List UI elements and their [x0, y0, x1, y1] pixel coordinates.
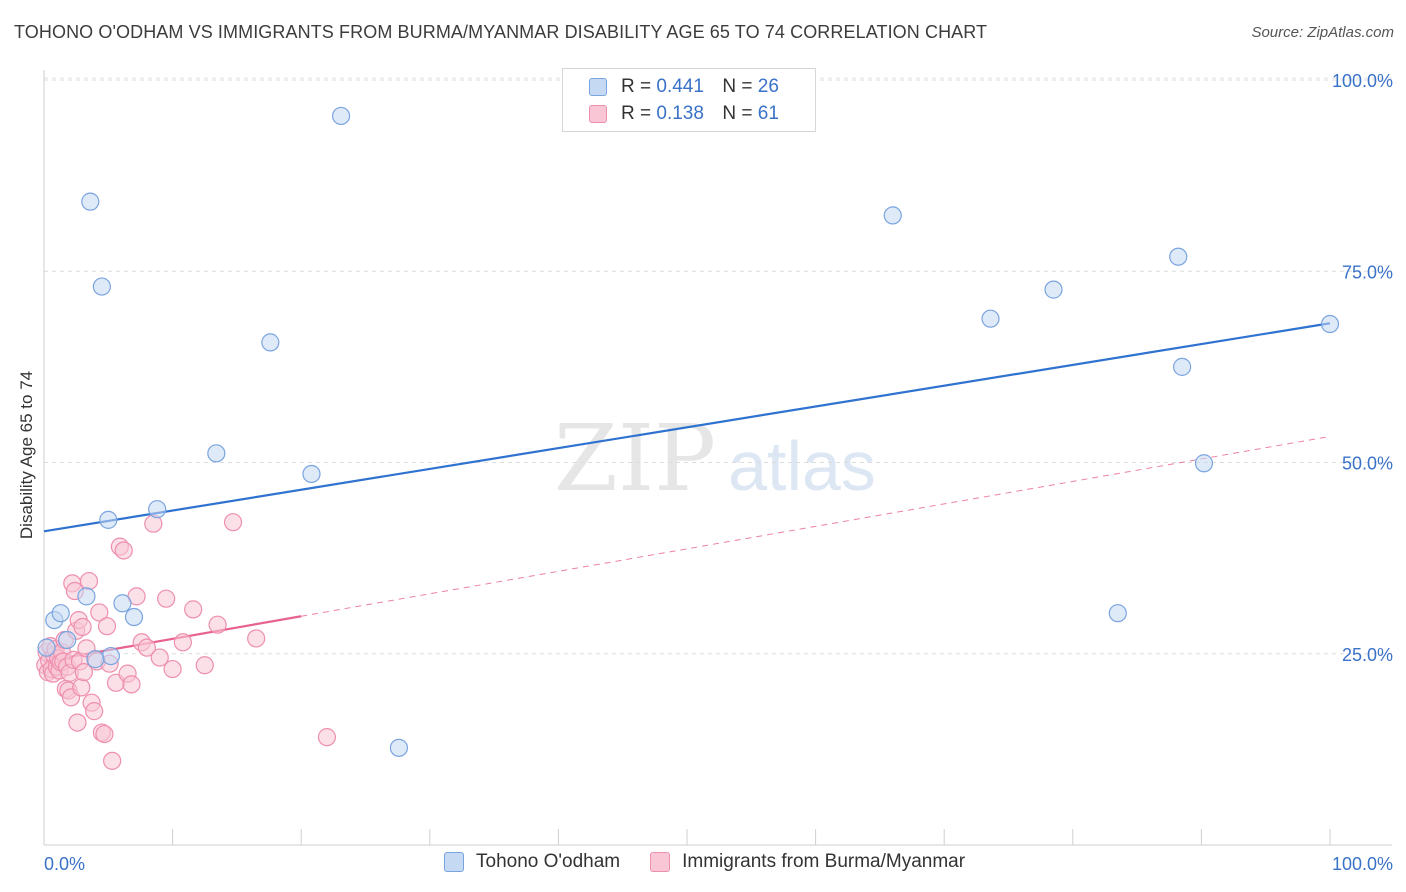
point-tohono [58, 630, 77, 650]
legend-r-value-burma: 0.138 [656, 103, 704, 124]
point-tohono [1169, 247, 1188, 266]
y-tick-label: 75.0% [1342, 262, 1393, 282]
point-tohono [1194, 454, 1214, 473]
point-tohono [261, 333, 280, 352]
watermark-atlas: atlas [728, 427, 876, 505]
point-burma [90, 603, 109, 622]
point-burma [317, 728, 337, 747]
legend-row-tohono: R = 0.441 N = 26 [589, 75, 779, 99]
point-burma [247, 629, 266, 648]
x-tick-label: 100.0% [1332, 854, 1393, 874]
point-tohono [981, 309, 1000, 328]
bottom-legend-label-tohono: Tohono O'odham [476, 851, 621, 872]
legend-row-burma: R = 0.138 N = 61 [589, 102, 779, 126]
x-tick-label: 0.0% [44, 854, 85, 874]
legend-n-value-burma: 61 [757, 103, 779, 124]
point-tohono [389, 738, 409, 757]
point-burma [73, 617, 92, 637]
point-tohono [1320, 314, 1340, 334]
point-tohono [1108, 604, 1127, 623]
point-tohono [37, 638, 56, 657]
point-burma [85, 702, 104, 721]
point-tohono [148, 500, 167, 519]
bottom-legend-label-burma: Immigrants from Burma/Myanmar [682, 851, 966, 872]
point-tohono [101, 646, 120, 666]
point-tohono [1173, 357, 1192, 376]
point-burma [114, 541, 133, 560]
legend-n-value-tohono: 26 [757, 76, 779, 97]
point-burma [79, 571, 99, 591]
trend-line-tohono [43, 322, 1331, 533]
point-tohono [883, 206, 902, 225]
chart-title: TOHONO O'ODHAM VS IMMIGRANTS FROM BURMA/… [14, 22, 988, 42]
legend-swatch-pink [589, 105, 607, 123]
point-burma [195, 656, 214, 675]
point-tohono [113, 594, 132, 613]
point-tohono [51, 604, 70, 623]
point-burma [68, 713, 87, 732]
point-burma [150, 648, 169, 667]
legend-r-label: R = [621, 76, 652, 97]
point-burma [157, 589, 176, 608]
legend-n-label: N = [722, 103, 753, 124]
y-tick-label: 50.0% [1342, 454, 1393, 474]
point-tohono [99, 510, 118, 529]
watermark-zip: ZIP [554, 405, 716, 512]
watermark: ZIP atlas [554, 405, 876, 512]
data-points [36, 106, 1340, 770]
point-tohono [86, 650, 105, 669]
point-tohono [124, 607, 144, 627]
legend-swatch-blue [589, 78, 607, 96]
legend-n-label: N = [722, 76, 753, 97]
point-burma [72, 678, 91, 697]
legend-r-label: R = [621, 103, 652, 124]
point-tohono [81, 192, 100, 211]
bottom-legend-item-burma: Immigrants from Burma/Myanmar [650, 851, 965, 873]
y-tick-label: 25.0% [1342, 645, 1393, 665]
y-tick-label: 100.0% [1332, 71, 1393, 91]
axes [43, 70, 1392, 846]
point-tohono [77, 587, 96, 606]
trend-line-burma-extrapolated [301, 435, 1331, 617]
point-burma [97, 617, 117, 636]
source-label: Source: ZipAtlas.com [1251, 24, 1394, 41]
point-burma [103, 751, 122, 770]
point-burma [122, 675, 141, 694]
bottom-legend-swatch-blue [444, 852, 464, 872]
tick-labels: 25.0% 50.0% 75.0% 100.0% 0.0% 100.0% [44, 71, 1393, 874]
point-burma [173, 633, 192, 652]
point-tohono [302, 464, 321, 484]
point-burma [137, 638, 156, 657]
bottom-legend-swatch-pink [650, 852, 671, 872]
legend: R = 0.441 N = 26 R = 0.138 N = 61 [562, 68, 816, 132]
point-burma [95, 724, 114, 744]
point-burma [208, 615, 227, 634]
point-tohono [1044, 280, 1063, 299]
point-burma [163, 659, 182, 679]
legend-r-value-tohono: 0.441 [656, 76, 704, 97]
bottom-legend-item-tohono: Tohono O'odham [444, 851, 620, 873]
point-burma [74, 663, 93, 682]
point-tohono [207, 444, 226, 463]
bottom-legend: Tohono O'odham Immigrants from Burma/Mya… [444, 851, 995, 873]
point-burma [223, 513, 243, 532]
point-burma [184, 600, 203, 619]
point-tohono [92, 277, 111, 296]
point-tohono [331, 106, 351, 126]
